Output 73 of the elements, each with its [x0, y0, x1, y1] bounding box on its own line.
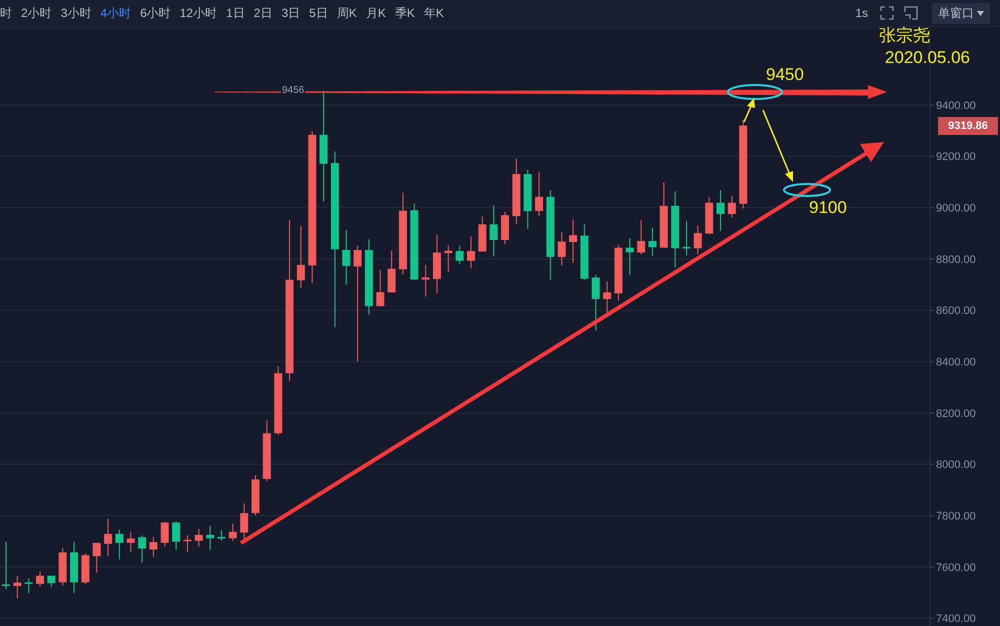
candlestick — [637, 219, 646, 255]
y-tick-label: 8000.00 — [936, 459, 976, 472]
text: 3小时 — [60, 4, 92, 22]
candlestick — [626, 238, 634, 276]
candlestick — [694, 225, 702, 255]
y-tick-label: 8600.00 — [936, 305, 976, 318]
candlestick — [206, 525, 214, 551]
candlestick — [36, 571, 44, 587]
y-tick-label: 8200.00 — [936, 408, 976, 420]
text: 单窗口 — [932, 2, 990, 24]
candlestick — [194, 528, 203, 548]
text: 5日 — [309, 4, 328, 22]
candlestick — [126, 531, 135, 552]
text: 季K — [394, 4, 415, 22]
text: 12小时 — [180, 4, 218, 22]
y-tick-label: 8400.00 — [936, 356, 976, 369]
candlestick — [603, 280, 612, 313]
candlestick — [569, 218, 578, 264]
annotation: 9450 — [765, 65, 805, 84]
candlestick — [388, 250, 396, 293]
text: 周K — [336, 4, 357, 22]
annotation: 张宗尧 — [879, 25, 930, 47]
candlestick — [728, 195, 736, 218]
candlestick — [217, 530, 226, 541]
y-tick-label: 9200.00 — [936, 151, 976, 164]
candlestick — [592, 274, 600, 332]
candlestick — [535, 171, 544, 216]
text: 1日 — [226, 4, 245, 22]
candlestick — [2, 541, 10, 590]
candlestick — [115, 529, 124, 560]
candlestick — [104, 518, 112, 557]
candlestick — [716, 190, 725, 232]
text: 月K — [366, 4, 386, 22]
candlestick — [682, 220, 690, 256]
candlestick — [456, 245, 464, 265]
candlestick — [240, 503, 248, 540]
candlestick — [490, 204, 498, 257]
candlestick — [467, 236, 475, 269]
candlestick — [376, 269, 384, 307]
candlestick — [558, 232, 566, 266]
annotation: 9456 — [281, 85, 306, 96]
candlestick — [354, 245, 362, 362]
annotation: 2020.05.06 — [884, 48, 970, 68]
candlestick — [228, 523, 237, 542]
candlestick — [342, 229, 350, 286]
candlestick — [183, 534, 192, 553]
candlestick — [648, 227, 656, 256]
y-tick-label: 9400.00 — [936, 100, 976, 112]
y-tick-label: 7800.00 — [936, 510, 976, 523]
candlestick — [160, 521, 169, 548]
text: 4小时 — [100, 4, 132, 22]
candlestick — [138, 534, 146, 564]
y-tick-label: 7400.00 — [936, 613, 976, 626]
text: 9319.86 — [938, 116, 998, 135]
text: 年K — [424, 4, 444, 22]
text: 时 — [0, 4, 12, 22]
candlestick — [92, 542, 101, 574]
candlestick — [422, 264, 430, 297]
text: 2小时 — [21, 4, 52, 22]
text: 1s — [855, 6, 868, 20]
y-tick-label: 8800.00 — [936, 254, 976, 266]
y-tick-label: 7600.00 — [936, 562, 976, 574]
candlestick — [149, 536, 158, 558]
candlestick — [172, 520, 180, 551]
candlestick — [13, 575, 22, 599]
text: 2日 — [254, 4, 272, 22]
candlestick — [24, 578, 33, 594]
text: 3日 — [281, 4, 300, 22]
annotation: 9100 — [808, 198, 848, 217]
y-tick-label: 9000.00 — [936, 202, 976, 215]
candlestick — [47, 575, 56, 587]
text: 6小时 — [140, 4, 171, 22]
candlestick — [296, 226, 305, 288]
